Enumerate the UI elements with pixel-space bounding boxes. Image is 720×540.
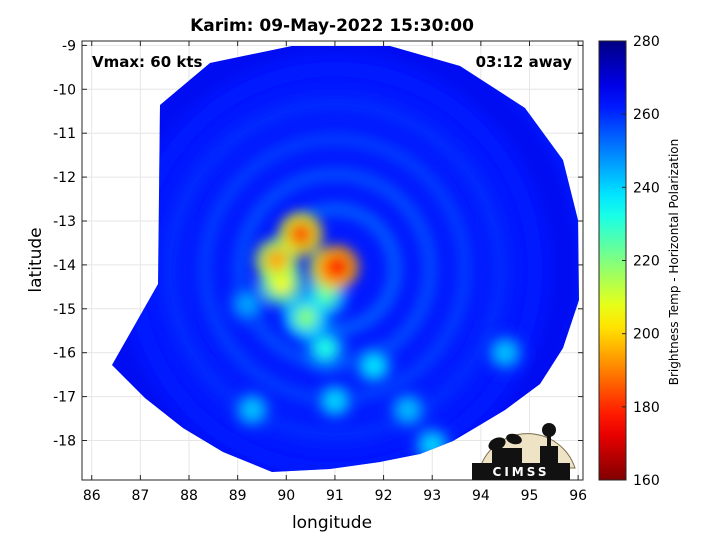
cimss-logo: CIMSS <box>472 423 576 480</box>
temperature-cell <box>265 249 288 272</box>
temperature-cell <box>396 398 419 421</box>
colorbar-tick-label: 240 <box>633 180 660 196</box>
x-tick-label: 92 <box>375 488 393 504</box>
colorbar-tick-label: 220 <box>633 254 660 270</box>
temperature-cell <box>362 354 385 377</box>
y-tick-label: -9 <box>62 38 76 54</box>
y-tick-label: -14 <box>53 258 76 274</box>
x-tick-label: 94 <box>472 488 490 504</box>
x-axis-label: longitude <box>292 513 372 533</box>
y-tick-label: -18 <box>53 433 76 449</box>
y-tick-label: -11 <box>53 126 76 142</box>
x-tick-label: 96 <box>569 488 587 504</box>
temperature-cell <box>494 341 517 364</box>
colorbar: 160 180 200 220 240 260 280 Brightness Temp - … <box>598 34 681 489</box>
colorbar-label: Brightness Temp - Horizontal Polarizatio… <box>667 139 681 386</box>
colorbar-tick-label: 160 <box>633 473 660 489</box>
x-tick-label: 91 <box>326 488 344 504</box>
x-tick-label: 95 <box>521 488 539 504</box>
colorbar-tick-label: 280 <box>633 34 660 50</box>
y-tick-label: -16 <box>53 346 76 362</box>
y-tick-label: -15 <box>53 302 76 318</box>
x-tick-label: 89 <box>229 488 247 504</box>
x-tick-label: 87 <box>131 488 149 504</box>
satellite-dish-icon <box>488 437 506 451</box>
brightness-temp-swath <box>112 46 579 472</box>
temperature-cell <box>314 337 337 360</box>
x-tick-label: 93 <box>423 488 441 504</box>
temperature-cell <box>323 389 346 412</box>
colorbar-tick-label: 200 <box>633 327 660 343</box>
colorbar-tick-label: 260 <box>633 107 660 123</box>
plot-frame <box>81 40 584 481</box>
water-tower-icon <box>542 423 556 437</box>
y-tick-label: -12 <box>53 170 76 186</box>
y-axis: -9 -10 -11 -12 -13 -14 -15 -16 -17 -18 <box>53 38 583 449</box>
temperature-cell <box>326 256 349 279</box>
colorbar-scale <box>598 40 627 481</box>
plot-area: 86 87 88 89 90 91 92 93 94 95 96 -9 -10 -11 -12 -13 -14… <box>53 38 587 504</box>
logo-text: CIMSS <box>493 465 550 479</box>
y-axis-label: latitude <box>26 227 46 292</box>
colorbar-tick-label: 180 <box>633 400 660 416</box>
x-tick-label: 88 <box>180 488 198 504</box>
y-tick-label: -17 <box>53 390 76 406</box>
temperature-cell <box>289 223 312 246</box>
x-tick-label: 86 <box>83 488 101 504</box>
y-tick-label: -10 <box>53 82 76 98</box>
temperature-cell <box>236 293 259 316</box>
temperature-cell <box>241 398 264 421</box>
vmax-annotation: Vmax: 60 kts <box>92 53 202 71</box>
chart-title: Karim: 09-May-2022 15:30:00 <box>190 16 474 36</box>
y-tick-label: -13 <box>53 214 76 230</box>
x-tick-label: 90 <box>277 488 295 504</box>
temperature-cell <box>294 306 317 329</box>
time-away-annotation: 03:12 away <box>476 53 573 71</box>
